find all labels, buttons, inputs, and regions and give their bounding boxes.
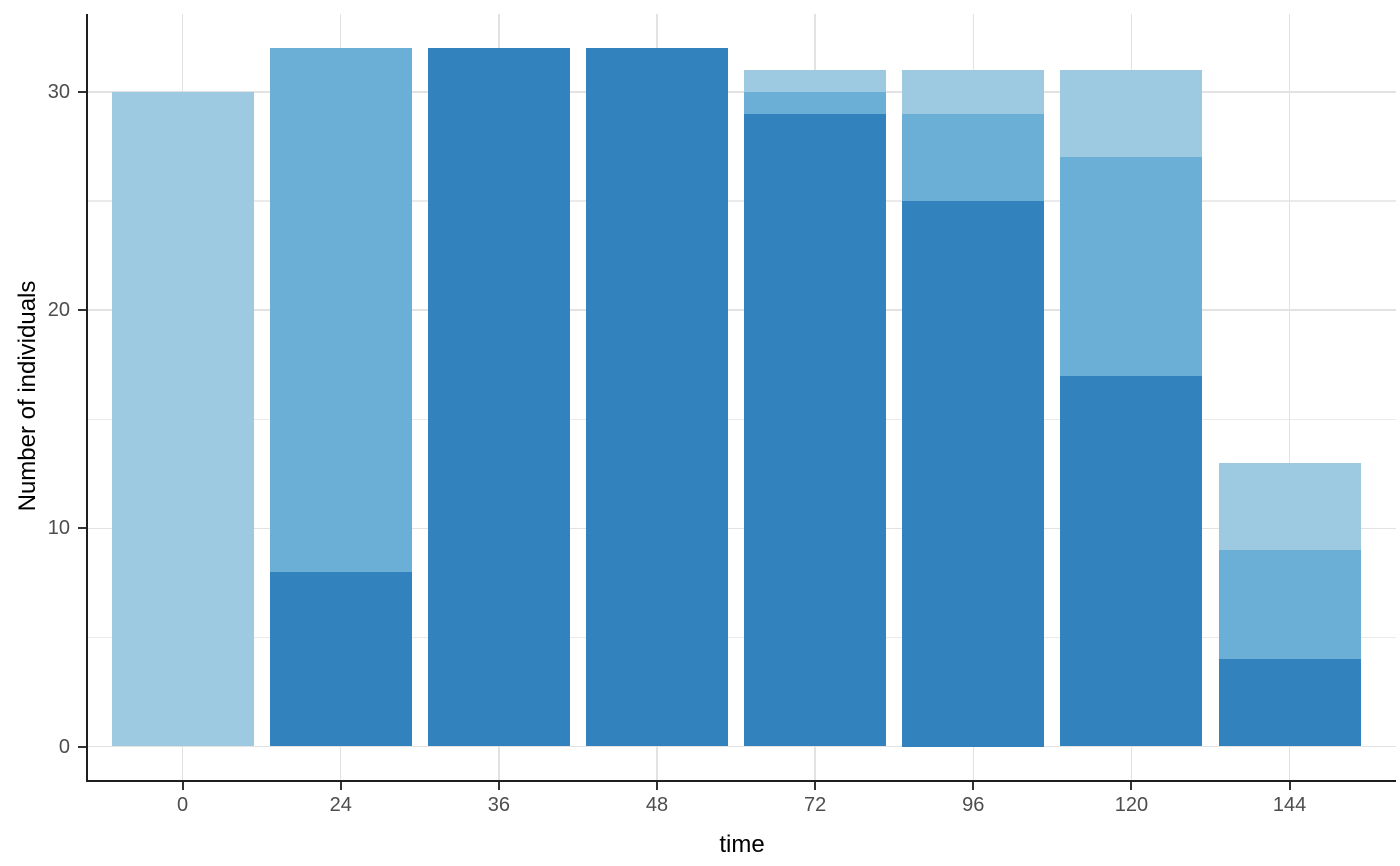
- gridline-major: [88, 745, 1396, 748]
- bar-segment-dark-blue: [902, 201, 1045, 747]
- bar-segment-dark-blue: [1218, 659, 1361, 747]
- x-tick-mark: [656, 782, 659, 790]
- y-tick-label: 20: [47, 299, 70, 322]
- y-tick-mark: [78, 745, 86, 748]
- x-tick-mark: [497, 782, 500, 790]
- bar-segment-medium-blue: [1060, 157, 1203, 376]
- x-tick-label: 72: [804, 794, 827, 816]
- gridline-major: [88, 309, 1396, 311]
- bar-segment-medium-blue: [744, 92, 887, 114]
- y-tick-label: 10: [47, 517, 70, 540]
- bar-segment-light-blue: [1218, 462, 1361, 551]
- gridline-major: [88, 527, 1396, 530]
- gridline-minor: [88, 200, 1396, 202]
- x-tick-mark: [339, 782, 342, 790]
- x-axis-line: [86, 780, 1396, 782]
- x-axis-title: time: [719, 831, 765, 858]
- bar-segment-light-blue: [111, 92, 254, 747]
- x-tick-label: 48: [645, 794, 669, 816]
- y-tick-mark: [78, 91, 86, 94]
- bar-segment-dark-blue: [586, 48, 729, 747]
- bar-segment-light-blue: [902, 70, 1045, 114]
- bar-segment-medium-blue: [269, 48, 412, 572]
- y-tick-label: 30: [47, 81, 70, 104]
- gridline-major: [88, 91, 1396, 93]
- x-tick-label: 36: [487, 794, 510, 816]
- x-tick-label: 144: [1272, 794, 1307, 816]
- x-tick-label: 0: [177, 794, 189, 816]
- bar-segment-medium-blue: [1218, 550, 1361, 660]
- bar-segment-dark-blue: [1060, 375, 1203, 747]
- x-tick-mark: [1288, 782, 1291, 790]
- gridline-vertical: [1288, 14, 1291, 780]
- y-axis-line: [86, 14, 88, 782]
- bar-segment-dark-blue: [744, 113, 887, 747]
- y-tick-label: 0: [58, 735, 70, 758]
- bar-segment-dark-blue: [427, 48, 570, 747]
- y-tick-mark: [78, 309, 86, 312]
- y-axis-title: Number of individuals: [14, 280, 41, 512]
- gridline-minor: [88, 418, 1396, 421]
- bar-segment-light-blue: [1060, 70, 1203, 158]
- bar-segment-medium-blue: [902, 113, 1045, 202]
- x-tick-mark: [972, 782, 975, 790]
- x-tick-mark: [814, 782, 817, 790]
- x-tick-mark: [1130, 782, 1133, 790]
- x-tick-label: 24: [329, 794, 352, 816]
- x-tick-label: 96: [962, 794, 985, 816]
- gridline-minor: [88, 636, 1396, 639]
- bar-segment-light-blue: [744, 70, 887, 93]
- y-tick-mark: [78, 527, 86, 530]
- bar-segment-dark-blue: [269, 571, 412, 747]
- x-tick-mark: [181, 782, 184, 790]
- x-tick-label: 120: [1114, 794, 1149, 816]
